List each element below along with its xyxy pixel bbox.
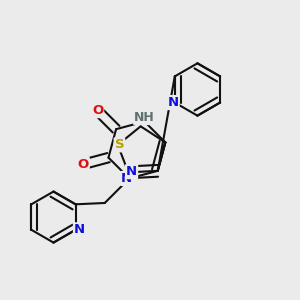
Text: N: N [168, 96, 179, 109]
Text: N: N [74, 223, 85, 236]
Text: S: S [115, 138, 124, 152]
Text: O: O [92, 104, 103, 117]
Text: N: N [121, 172, 132, 185]
Text: NH: NH [134, 111, 155, 124]
Text: O: O [78, 158, 89, 171]
Text: N: N [126, 165, 137, 178]
